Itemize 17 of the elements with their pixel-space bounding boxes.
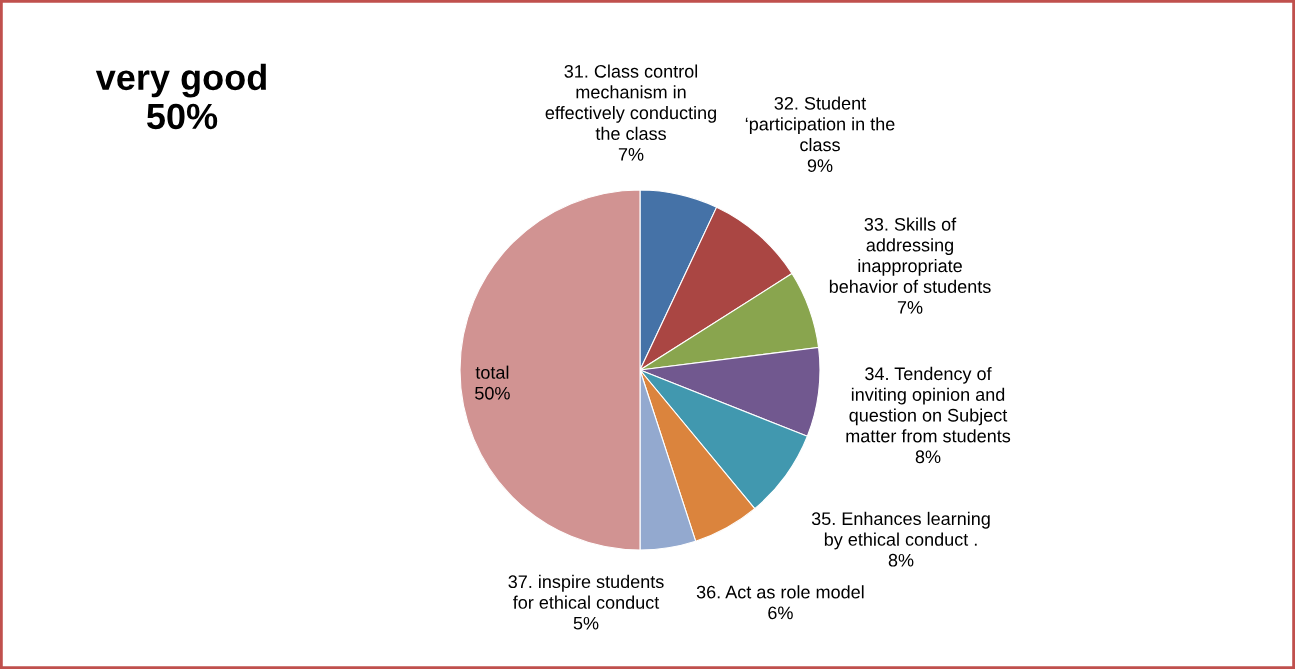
data-label: 8%	[915, 450, 941, 464]
slice-label: 35. Enhances learning by ethical conduct .	[811, 511, 990, 550]
data-label: 8%	[888, 553, 914, 567]
data-label: 7%	[618, 148, 644, 161]
data-label: 5%	[573, 616, 599, 630]
data-label: 6%	[768, 606, 793, 620]
slice-label: total	[475, 365, 509, 379]
data-label: 7%	[897, 301, 923, 314]
slice-label: 37. inspire students for ethical conduct	[508, 574, 664, 609]
slice-label: 32. Student ‘participation in the class	[745, 96, 895, 152]
slice-label: 34. Tendency of inviting opinion and question on Subject matter from students	[846, 366, 1011, 443]
slice-label: 31. Class control mechanism in effectively conducting the class	[545, 64, 716, 140]
slice-label: 33. Skills of addressing inappropriate behavior of students	[829, 217, 991, 293]
data-label: 9%	[807, 159, 833, 172]
chart-title: very good 50%	[95, 63, 266, 130]
data-label: 50%	[475, 386, 510, 400]
slice-label: 36. Act as role model	[696, 585, 864, 599]
